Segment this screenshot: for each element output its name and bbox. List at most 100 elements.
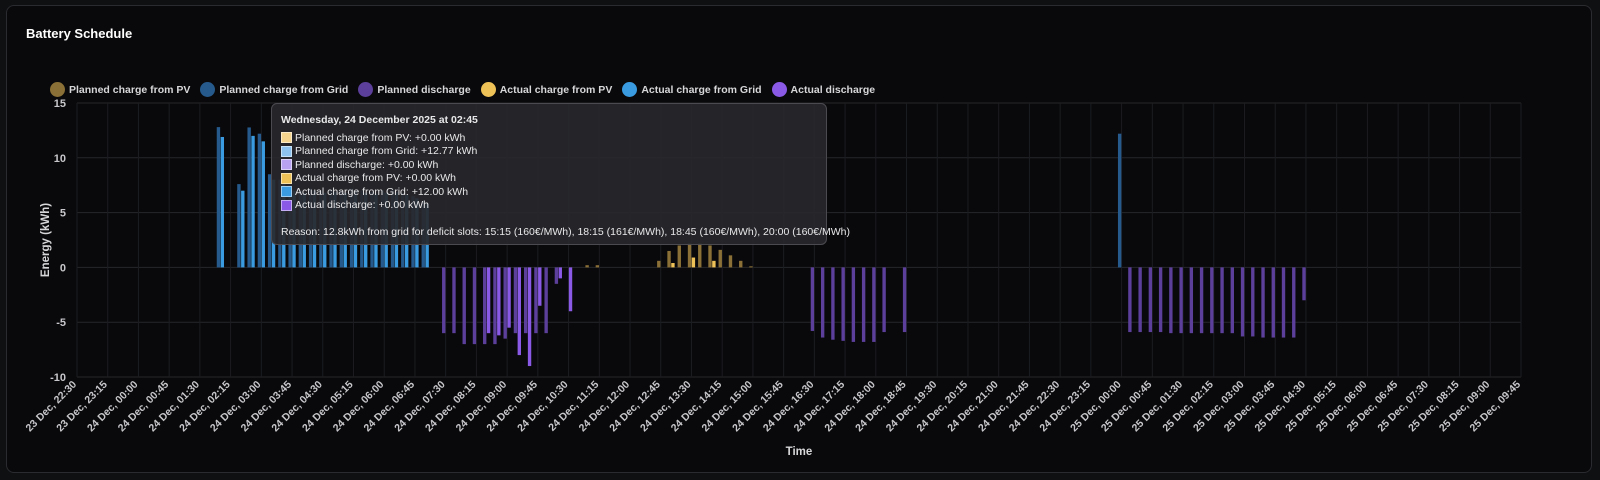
- legend-swatch-icon: [771, 82, 787, 97]
- bar-planned-discharge: [1281, 267, 1286, 338]
- legend-swatch-icon: [50, 82, 65, 97]
- bar-planned-discharge: [1261, 267, 1265, 338]
- card-title: Battery Schedule: [26, 26, 133, 41]
- bar-planned-charge-from-pv: [585, 265, 589, 268]
- tooltip-row-text: Actual discharge: +0.00 kWh: [295, 199, 429, 212]
- bar-planned-discharge: [1179, 267, 1183, 334]
- y-tick-label: 0: [60, 262, 66, 274]
- y-tick-label: 10: [54, 153, 66, 165]
- legend-label: Planned discharge: [377, 83, 471, 96]
- bar-planned-discharge: [534, 267, 538, 334]
- tooltip-row-text: Actual charge from PV: +0.00 kWh: [295, 172, 456, 185]
- legend-swatch-icon: [200, 82, 216, 97]
- legend-item-actual-pv[interactable]: Actual charge from PV: [480, 82, 613, 97]
- tooltip-swatch-icon: [281, 186, 292, 198]
- bar-planned-discharge: [1148, 267, 1153, 333]
- bar-planned-discharge: [1240, 267, 1245, 337]
- tooltip-row-text: Planned charge from PV: +0.00 kWh: [295, 131, 466, 144]
- tooltip-swatch-icon: [281, 145, 292, 157]
- chart-legend: Planned charge from PV Planned charge fr…: [50, 82, 875, 97]
- bar-actual-charge-from-pv: [691, 257, 696, 268]
- bar-planned-discharge: [513, 267, 518, 334]
- bar-planned-discharge: [503, 267, 507, 339]
- tooltip-reason: Reason: 12.8kWh from grid for deficit sl…: [281, 226, 850, 238]
- bar-planned-charge-from-grid: [267, 174, 272, 268]
- bar-planned-discharge: [472, 267, 477, 345]
- bar-planned-charge-from-pv: [718, 249, 722, 268]
- bar-actual-charge-from-pv: [671, 263, 675, 268]
- legend-label: Actual charge from PV: [499, 83, 613, 96]
- bar-planned-charge-from-pv: [698, 243, 702, 268]
- bar-planned-charge-from-grid: [247, 127, 251, 268]
- bar-planned-charge-from-grid: [216, 127, 221, 268]
- bar-planned-charge-from-pv: [595, 265, 600, 268]
- tooltip-row-text: Planned discharge: +0.00 kWh: [295, 158, 439, 171]
- legend-swatch-icon: [358, 82, 374, 97]
- y-axis-title: Energy (kWh): [40, 203, 52, 277]
- bar-planned-discharge: [1302, 267, 1306, 301]
- bar-actual-discharge: [517, 267, 522, 356]
- legend-label: Actual charge from Grid: [641, 83, 762, 96]
- bar-planned-discharge: [1199, 267, 1204, 334]
- bar-planned-discharge: [554, 267, 559, 284]
- bar-actual-charge-from-grid: [261, 141, 265, 268]
- bar-planned-charge-from-pv: [739, 260, 743, 268]
- y-tick-label: 5: [60, 208, 66, 220]
- bar-planned-discharge: [442, 267, 446, 334]
- bar-planned-discharge: [851, 267, 856, 342]
- legend-item-planned-discharge[interactable]: Planned discharge: [358, 82, 471, 97]
- bar-planned-discharge: [462, 267, 466, 345]
- battery-schedule-card: Battery Schedule -10 -5 0 5 10 15 23 Dec, 22:3…: [6, 5, 1592, 473]
- bar-actual-charge-from-grid: [251, 135, 255, 268]
- bar-planned-discharge: [452, 267, 456, 334]
- bar-actual-charge-from-grid: [220, 136, 225, 268]
- bar-planned-discharge: [810, 267, 815, 331]
- bar-planned-charge-from-pv: [728, 255, 733, 268]
- legend-item-planned-pv[interactable]: Planned charge from PV: [50, 82, 190, 97]
- bar-planned-discharge: [882, 267, 886, 333]
- bar-planned-charge-from-pv: [657, 260, 661, 268]
- legend-item-actual-grid[interactable]: Actual charge from Grid: [622, 82, 762, 97]
- bar-planned-charge-from-grid: [237, 184, 241, 268]
- bar-actual-discharge: [486, 267, 491, 334]
- bar-planned-discharge: [1251, 267, 1255, 337]
- bar-planned-charge-from-pv: [667, 250, 671, 268]
- bar-planned-discharge: [493, 267, 497, 345]
- bar-planned-discharge: [1138, 267, 1142, 333]
- bar-actual-discharge: [497, 267, 501, 336]
- bar-planned-charge-from-pv: [749, 266, 753, 268]
- legend-swatch-icon: [480, 82, 496, 97]
- tooltip-row: Planned charge from PV: +0.00 kWh: [281, 131, 817, 145]
- bar-actual-charge-from-grid: [241, 190, 245, 268]
- bar-planned-discharge: [523, 267, 528, 334]
- bar-planned-discharge: [1220, 267, 1224, 334]
- bar-planned-charge-from-pv: [687, 243, 692, 268]
- chart-tooltip: Wednesday, 24 December 2025 at 02:45 Pla…: [271, 103, 850, 245]
- tooltip-row-text: Planned charge from Grid: +12.77 kWh: [295, 145, 478, 158]
- tooltip-row: Planned discharge: +0.00 kWh: [281, 158, 817, 172]
- bar-actual-discharge: [568, 267, 573, 312]
- bar-planned-discharge: [1292, 267, 1296, 338]
- y-tick-label: -10: [50, 372, 66, 384]
- tooltip-swatch-icon: [281, 172, 292, 184]
- bar-planned-discharge: [1128, 267, 1132, 333]
- bar-planned-discharge: [1271, 267, 1275, 338]
- bar-planned-discharge: [1230, 267, 1234, 334]
- bar-actual-charge-from-pv: [712, 260, 716, 268]
- legend-label: Planned charge from PV: [69, 83, 191, 96]
- legend-item-actual-discharge[interactable]: Actual discharge: [771, 82, 875, 97]
- bar-planned-charge-from-grid: [1117, 133, 1122, 268]
- bar-planned-discharge: [820, 267, 825, 338]
- legend-swatch-icon: [622, 82, 638, 97]
- tooltip-swatch-icon: [281, 199, 292, 211]
- bar-actual-discharge: [538, 267, 542, 306]
- bar-planned-charge-from-pv: [677, 245, 681, 268]
- tooltip-swatch-icon: [281, 159, 292, 171]
- bar-planned-charge-from-pv: [708, 245, 712, 268]
- x-axis-title: Time: [786, 446, 813, 458]
- bar-actual-discharge: [507, 267, 511, 328]
- legend-item-planned-grid[interactable]: Planned charge from Grid: [200, 82, 348, 97]
- bar-planned-discharge: [902, 267, 907, 333]
- bar-planned-discharge: [483, 267, 487, 345]
- bar-actual-discharge: [527, 267, 532, 367]
